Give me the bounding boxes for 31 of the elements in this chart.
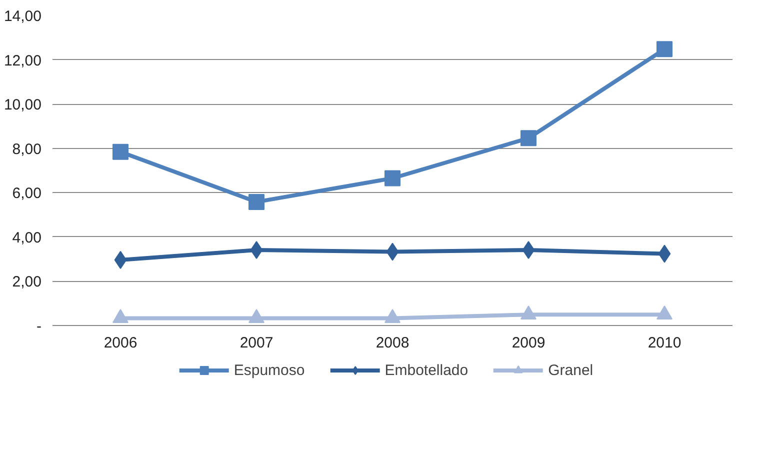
y-tick-label: - [36,318,42,335]
point [112,144,128,160]
y-tick-label: 10,00 [4,96,42,114]
point [520,130,536,146]
point [248,194,264,210]
x-tick-label: 2008 [376,334,410,352]
y-tick-label: 14,00 [4,8,42,25]
point [248,309,264,324]
y-tick-label: 12,00 [4,52,42,70]
point [112,309,128,324]
point [250,240,263,259]
legend-label: Granel [548,362,594,378]
point [658,244,671,263]
point [520,305,536,320]
point [384,170,400,186]
x-tick-label: 2006 [104,334,138,352]
point [114,250,127,269]
y-tick-label: 6,00 [12,185,42,202]
x-tick-label: 2009 [512,334,546,352]
point [656,305,672,320]
y-tick-label: 4,00 [12,229,42,246]
x-tick-label: 2007 [240,334,274,352]
legend-label: Espumoso [234,362,305,378]
point [522,240,535,259]
point [384,309,400,324]
point [386,242,399,261]
x-tick-label: 2010 [648,334,682,352]
legend-label: Embotellado [384,362,468,378]
point [656,41,672,58]
y-tick-label: 2,00 [12,274,42,291]
y-tick-label: 8,00 [12,140,42,158]
